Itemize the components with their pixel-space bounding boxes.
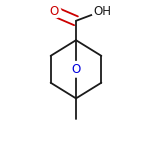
Text: O: O bbox=[71, 63, 81, 76]
Text: O: O bbox=[50, 5, 59, 18]
Text: OH: OH bbox=[94, 5, 112, 18]
Circle shape bbox=[92, 4, 108, 20]
Circle shape bbox=[49, 6, 61, 18]
Circle shape bbox=[68, 62, 84, 77]
